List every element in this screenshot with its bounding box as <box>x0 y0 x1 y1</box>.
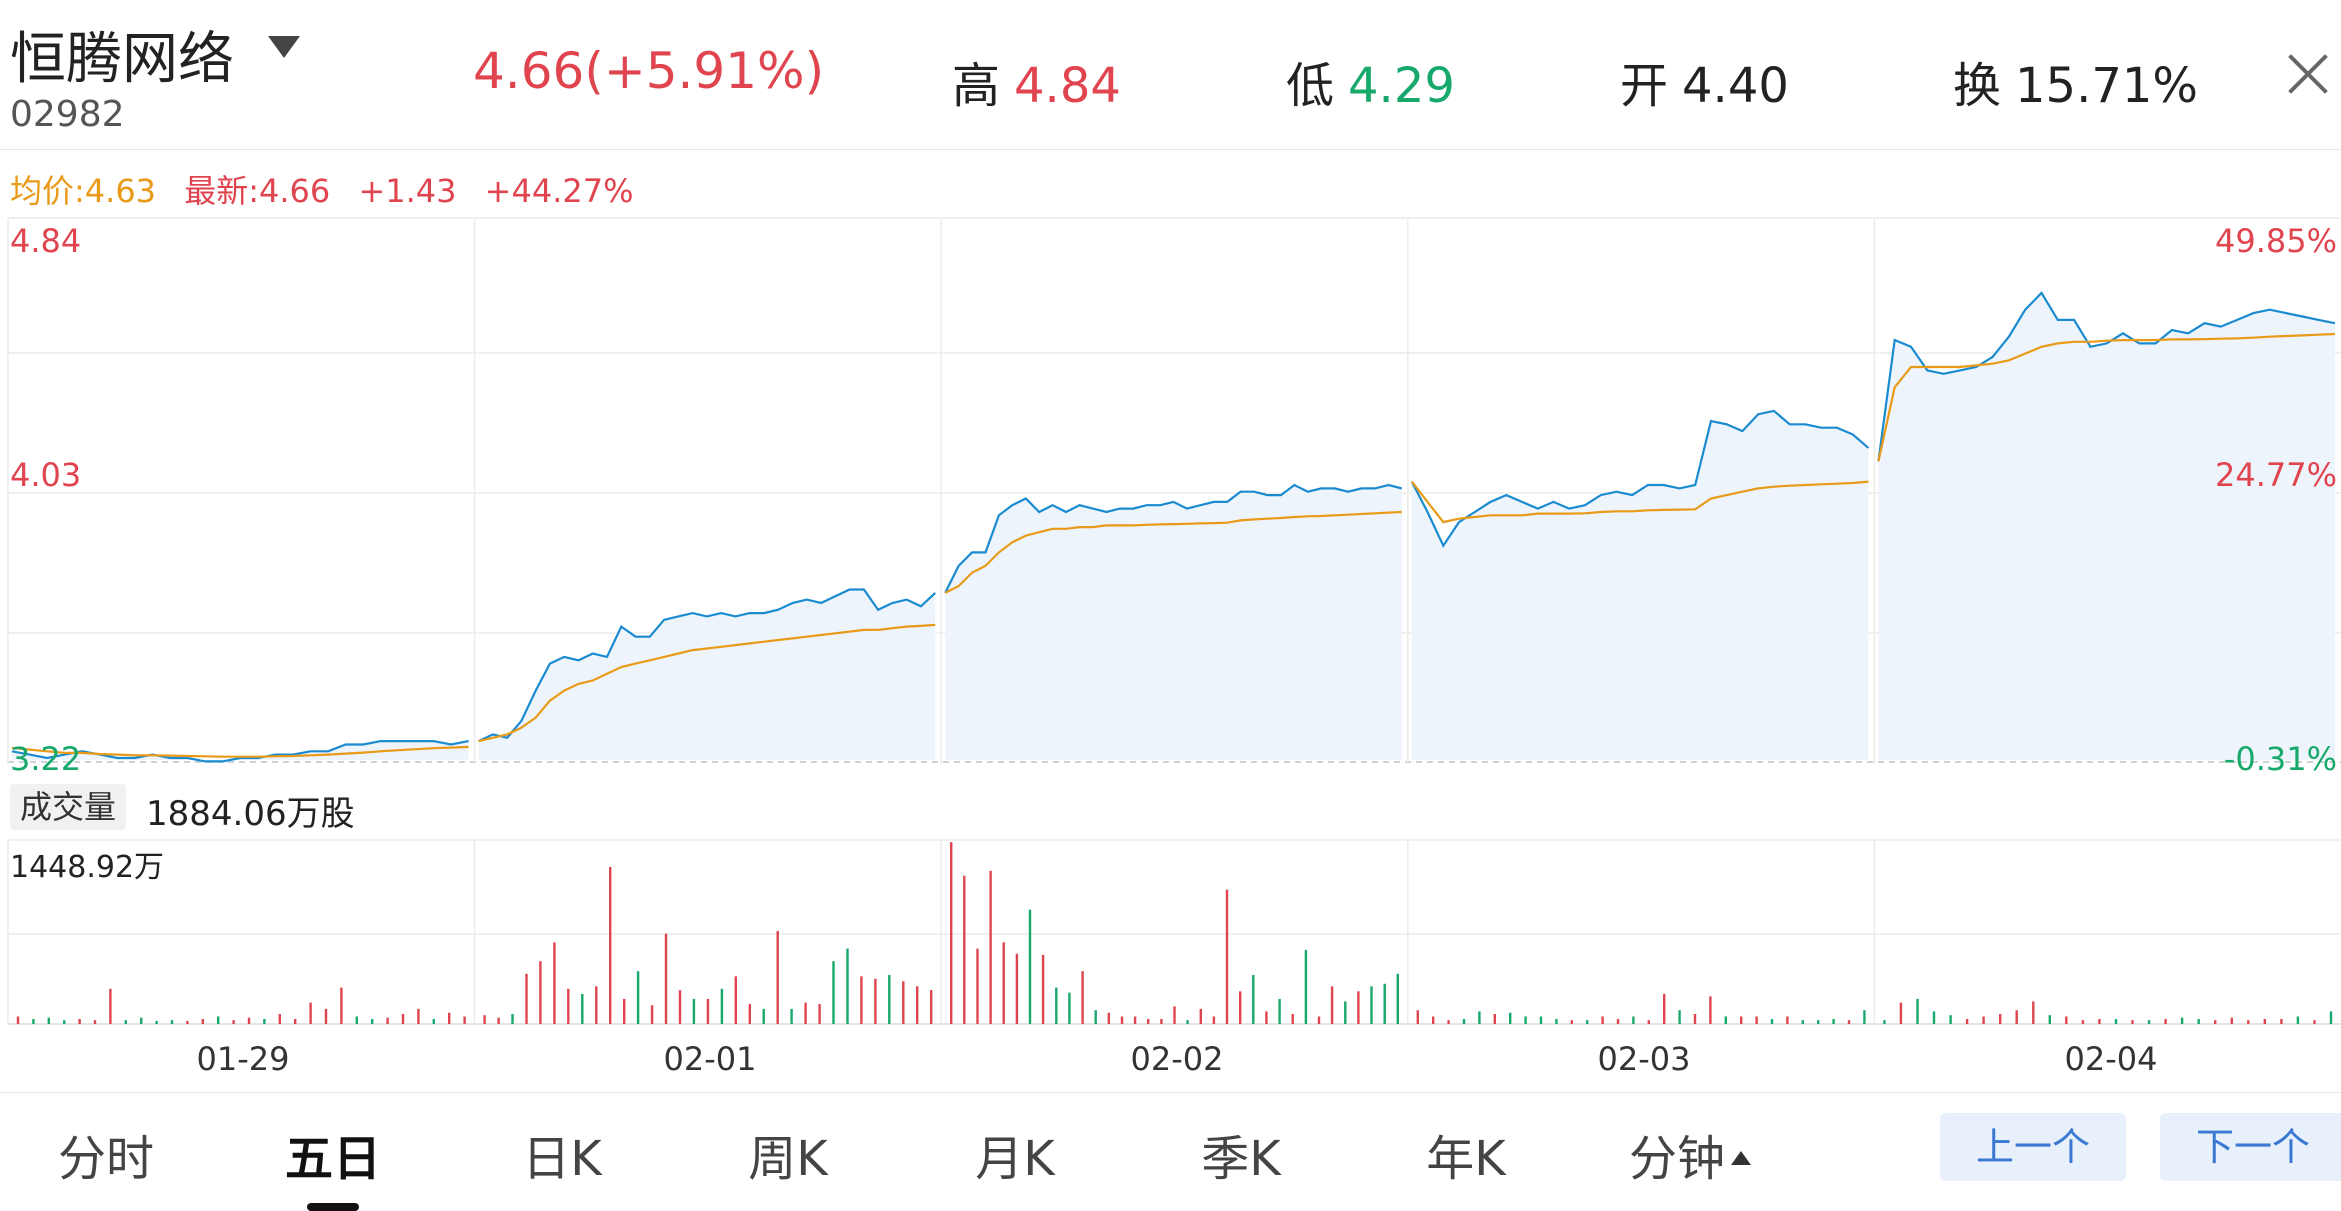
date-label: 02-04 <box>2064 1040 2158 1078</box>
axis-left-mid: 4.03 <box>10 456 82 494</box>
volume-value: 1884.06万股 <box>146 794 355 834</box>
stat-turnover-value: 15.71% <box>2015 58 2199 114</box>
price-area <box>945 485 1402 760</box>
stat-open: 开 4.40 <box>1620 46 1789 116</box>
stat-open-label: 开 <box>1620 58 1669 114</box>
avg-price-line <box>1410 480 1869 524</box>
tab-week-k[interactable]: 周K <box>748 1131 828 1187</box>
legend-change: +1.43 <box>358 172 457 210</box>
avg-price-line <box>478 623 936 743</box>
price-line <box>478 588 936 743</box>
tab-intraday[interactable]: 分时 <box>57 1131 155 1187</box>
next-stock-button[interactable]: 下一个 <box>2160 1113 2341 1181</box>
date-label: 02-02 <box>1130 1040 1224 1078</box>
price-area <box>1878 292 2335 760</box>
previous-stock-button[interactable]: 上一个 <box>1940 1113 2126 1181</box>
tab-minute-label: 分钟 <box>1628 1131 1726 1187</box>
tab-day-k[interactable]: 日K <box>522 1131 602 1187</box>
date-label: 02-03 <box>1597 1040 1691 1078</box>
avg-price-line <box>944 510 1402 594</box>
legend-change-pct: +44.27% <box>484 172 634 210</box>
chart-legend: 均价:4.63 最新:4.66 +1.43 +44.27% <box>10 166 652 212</box>
legend-latest-price: 最新:4.66 <box>184 172 331 210</box>
stat-open-value: 4.40 <box>1682 58 1789 114</box>
date-label: 02-01 <box>663 1040 757 1078</box>
tab-quarter-k[interactable]: 季K <box>1201 1131 1281 1187</box>
price-chart[interactable] <box>0 216 2341 776</box>
stat-turnover: 换 15.71% <box>1953 46 2198 116</box>
stock-code: 02982 <box>10 94 125 135</box>
volume-max-label: 1448.92万 <box>10 850 165 885</box>
axis-left-top: 4.84 <box>10 222 82 260</box>
volume-tag[interactable]: 成交量 <box>10 784 127 830</box>
axis-right-mid: 24.77% <box>2214 456 2337 494</box>
stat-high-label: 高 <box>952 58 1001 114</box>
tab-five-day[interactable]: 五日 <box>285 1119 381 1211</box>
stat-high: 高 4.84 <box>952 46 1121 116</box>
stat-low-label: 低 <box>1286 58 1335 114</box>
avg-price-line <box>1877 332 2336 462</box>
stat-low: 低 4.29 <box>1286 46 1455 116</box>
volume-chart <box>7 839 2341 1025</box>
axis-right-bottom: -0.31% <box>2223 740 2337 778</box>
tab-minute[interactable]: 分钟 <box>1628 1119 1752 1189</box>
stat-high-value: 4.84 <box>1014 58 1121 114</box>
close-icon[interactable] <box>2286 52 2330 96</box>
stock-name[interactable]: 恒腾网络 <box>10 27 234 92</box>
stat-low-value: 4.29 <box>1348 58 1455 114</box>
price-area <box>12 741 469 762</box>
price-change: 4.66(+5.91%) <box>473 42 825 100</box>
stat-turnover-label: 换 <box>1953 58 2002 114</box>
tab-year-k[interactable]: 年K <box>1426 1131 1506 1187</box>
tab-month-k[interactable]: 月K <box>975 1131 1055 1187</box>
price-line <box>1410 409 1870 548</box>
price-line <box>1877 291 2336 462</box>
period-tab-bar: 分时 五日 日K 周K 月K 季K 年K 分钟 上一个 下一个 <box>0 1092 2341 1211</box>
avg-price-line <box>11 745 469 758</box>
legend-avg-price: 均价:4.63 <box>10 172 157 210</box>
axis-right-top: 49.85% <box>2214 222 2337 260</box>
price-area <box>478 589 936 760</box>
date-label: 01-29 <box>196 1040 290 1078</box>
price-line <box>944 483 1403 594</box>
quote-header: 恒腾网络 02982 4.66(+5.91%) 高 4.84 低 4.29 开 4.4… <box>0 0 2341 150</box>
caret-up-icon <box>1731 1151 1752 1165</box>
axis-left-bottom: 3.22 <box>10 740 82 778</box>
price-area <box>1411 410 1869 760</box>
dropdown-triangle-icon[interactable] <box>268 36 300 58</box>
